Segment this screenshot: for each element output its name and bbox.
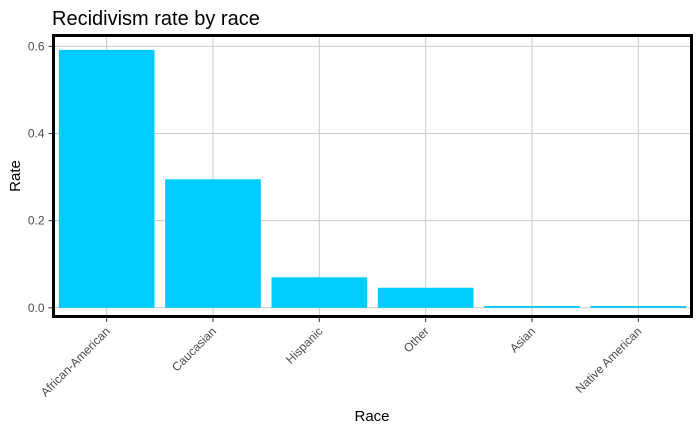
x-axis-ticks: African-American Caucasian Hispanic Other As…: [38, 318, 645, 399]
y-tick-label: 0.2: [28, 214, 45, 228]
x-axis-title: Race: [354, 408, 389, 425]
x-tick-label: Caucasian: [169, 324, 219, 374]
bar: [271, 277, 368, 308]
chart-title: Recidivism rate by race: [52, 8, 260, 30]
plot-panel-border: [52, 34, 693, 318]
bar: [165, 179, 261, 308]
y-axis-title: Rate: [7, 160, 24, 192]
x-tick-label: Other: [401, 324, 432, 355]
y-tick-label: 0.4: [28, 127, 45, 141]
bar: [377, 287, 474, 308]
bars: [58, 49, 687, 308]
bar: [58, 49, 155, 308]
x-tick-label: Hispanic: [283, 324, 325, 366]
bar: [590, 306, 687, 308]
y-tick-label: 0.0: [28, 301, 45, 315]
x-tick-label: African-American: [38, 324, 113, 399]
x-tick-label: Asian: [507, 324, 538, 355]
x-tick-label: Native American: [573, 324, 645, 396]
y-axis-ticks: 0.0 0.2 0.4 0.6: [28, 39, 53, 315]
bar: [484, 306, 580, 308]
y-tick-label: 0.6: [28, 39, 45, 53]
